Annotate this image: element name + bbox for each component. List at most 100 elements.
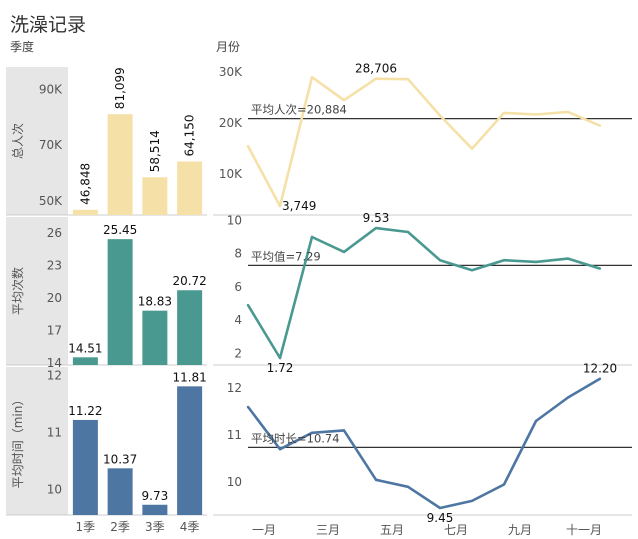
bar-people-quarter-1 [72,209,98,215]
point-value-label-duration-month: 12.20 [583,362,617,376]
data-point-duration-month-11 [566,396,570,399]
y-tick-label-duration-quarter: 11 [47,425,62,439]
data-point-people-month-7 [438,114,442,117]
y-axis-title-frequency-quarter: 平均次数 [10,267,25,315]
data-point-frequency-month-1 [246,303,250,307]
x-tick-label-duration-quarter: 1季 [76,520,96,534]
bar-value-label-people-quarter: 46,848 [78,163,92,205]
y-tick-label-frequency-quarter: 14 [47,356,62,370]
chart-grid: 总人次 50K 70K 90K 46,848 81,099 58,514 64,150 平均次数… [6,62,632,539]
bar-value-label-people-quarter: 64,150 [183,115,197,157]
data-point-people-month-2 [278,204,282,208]
reference-label-duration-month: 平均时长=10.74 [251,431,340,445]
x-tick-label-duration-month: 三月 [316,523,340,537]
bar-value-label-duration-quarter: 10.37 [103,452,137,466]
bar-value-label-frequency-quarter: 18.83 [138,295,172,309]
y-tick-label-people-quarter: 70K [39,138,63,152]
x-tick-label-duration-quarter: 4季 [180,520,200,534]
bar-value-label-people-quarter: 58,514 [148,130,162,172]
y-tick-label-frequency-quarter: 17 [47,323,62,337]
bar-frequency-quarter-3 [142,310,168,365]
y-tick-label-frequency-month: 4 [234,313,242,327]
bar-people-quarter-3 [142,177,168,215]
y-tick-label-frequency-month: 8 [234,247,242,261]
dashboard-title: 洗澡记录 [10,14,86,36]
bar-value-label-people-quarter: 81,099 [113,67,127,109]
bar-value-label-duration-quarter: 9.73 [142,489,169,503]
data-point-frequency-month-10 [534,260,538,264]
x-tick-label-duration-month: 九月 [508,523,532,537]
data-point-frequency-month-9 [502,259,506,262]
x-tick-label-duration-month: 七月 [444,523,468,537]
y-tick-label-people-quarter: 50K [39,194,63,208]
data-point-people-month-5 [374,77,378,80]
data-point-people-month-3 [310,76,314,79]
data-point-people-month-12 [598,124,602,127]
bar-value-label-frequency-quarter: 20.72 [172,274,206,288]
data-point-people-month-11 [566,110,570,114]
y-tick-label-duration-quarter: 12 [47,369,62,383]
data-point-duration-month-7 [438,506,442,510]
data-point-frequency-month-6 [406,230,410,234]
data-point-frequency-month-3 [310,235,314,239]
y-tick-label-frequency-month: 6 [234,280,242,294]
bar-value-label-duration-quarter: 11.22 [68,404,102,418]
data-point-frequency-month-4 [342,250,346,254]
data-point-frequency-month-2 [278,356,282,360]
x-tick-label-duration-month: 五月 [380,523,404,537]
point-value-label-duration-month: 9.45 [427,511,454,525]
point-value-label-frequency-month: 9.53 [363,211,390,225]
data-point-frequency-month-12 [598,267,602,270]
y-tick-label-frequency-quarter: 20 [47,291,62,305]
bar-duration-quarter-4 [177,386,203,515]
data-point-duration-month-10 [534,419,538,423]
y-tick-label-frequency-quarter: 23 [47,259,62,273]
data-point-duration-month-3 [310,431,314,434]
data-point-people-month-9 [502,111,506,115]
right-header: 月份 [216,40,240,54]
data-point-duration-month-6 [406,485,410,489]
reference-label-frequency-month: 平均值=7.29 [251,249,321,263]
y-tick-label-duration-month: 11 [227,428,242,442]
data-point-frequency-month-5 [374,226,378,230]
data-point-duration-month-5 [374,478,378,481]
bar-people-quarter-4 [177,161,203,215]
series-line-duration-month [246,377,601,510]
x-tick-label-duration-month: 一月 [252,523,276,537]
data-point-duration-month-4 [342,429,346,432]
left-header: 季度 [10,39,34,54]
bar-value-label-duration-quarter: 11.81 [172,370,206,384]
data-point-frequency-month-7 [438,259,442,262]
y-axis-band-duration-quarter [6,367,68,515]
data-point-people-month-6 [406,78,410,81]
y-axis-band-people-quarter [6,67,68,215]
point-value-label-people-month: 28,706 [355,62,397,76]
data-point-duration-month-8 [470,499,474,503]
y-tick-label-frequency-month: 10 [227,213,242,227]
point-value-label-people-month: 3,749 [282,199,316,213]
data-point-frequency-month-8 [470,269,474,272]
y-tick-label-people-month: 10K [219,167,243,181]
data-point-people-month-1 [246,144,250,148]
data-point-duration-month-2 [278,448,282,451]
point-value-label-frequency-month: 1.72 [267,361,294,375]
y-axis-title-duration-quarter: 平均时间（min） [11,394,25,489]
bar-people-quarter-2 [107,114,133,215]
series-line-frequency-month [246,226,601,360]
bar-duration-quarter-3 [142,504,168,515]
data-point-people-month-4 [342,98,346,102]
data-point-people-month-8 [470,147,474,150]
bar-value-label-frequency-quarter: 25.45 [103,223,137,237]
series-line-people-month [246,75,601,208]
data-point-people-month-10 [534,113,538,116]
x-tick-label-duration-quarter: 2季 [110,520,130,534]
data-point-duration-month-9 [502,483,506,486]
bar-duration-quarter-1 [72,419,98,515]
bar-frequency-quarter-1 [72,357,98,365]
y-tick-label-duration-quarter: 10 [47,482,62,496]
y-tick-label-duration-month: 12 [227,381,242,395]
x-tick-label-duration-quarter: 3季 [145,520,165,534]
y-tick-label-frequency-quarter: 26 [47,226,62,240]
bar-duration-quarter-2 [107,468,133,515]
